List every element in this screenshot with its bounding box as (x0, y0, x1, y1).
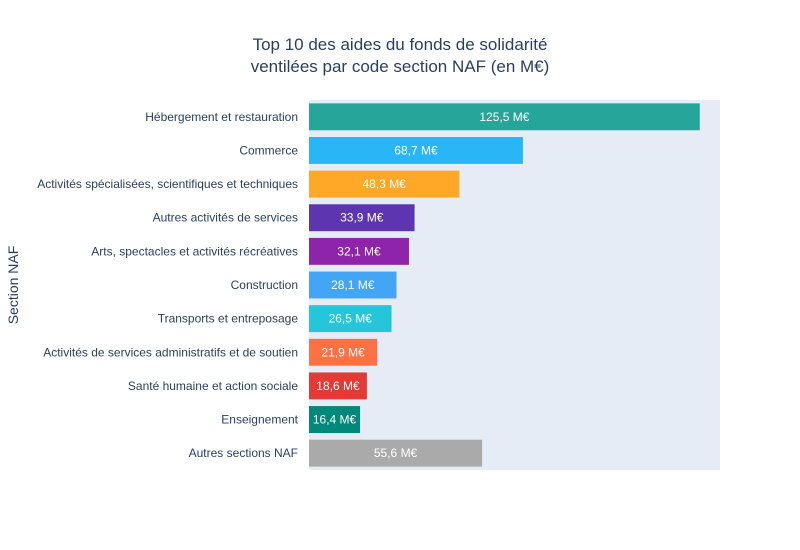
bar (309, 103, 700, 131)
bar (309, 204, 415, 232)
bar-value-label: 55,6 M€ (374, 446, 418, 460)
bar-value-label: 32,1 M€ (337, 244, 381, 258)
category-label: Activités spécialisées, scientifiques et… (37, 177, 298, 191)
category-label: Commerce (239, 143, 298, 157)
bars-group (309, 103, 700, 467)
bar-value-label: 48,3 M€ (363, 177, 407, 191)
category-label: Hébergement et restauration (145, 110, 298, 124)
bar (309, 271, 397, 299)
category-label: Arts, spectacles et activités récréative… (91, 244, 298, 258)
bar-value-label: 33,9 M€ (340, 211, 384, 225)
bar-value-labels: 125,5 M€ 68,7 M€ 48,3 M€ 33,9 M€ 32,1 M€ 28,1… (313, 110, 530, 460)
chart-title-line-1: Top 10 des aides du fonds de solidarité (252, 35, 548, 54)
category-label: Enseignement (221, 413, 298, 427)
chart-title-line-2: ventilées par code section NAF (en M€) (250, 57, 550, 76)
bar (309, 406, 361, 433)
bar (309, 305, 392, 333)
bar-value-label: 18,6 M€ (316, 379, 360, 393)
category-label: Construction (231, 278, 298, 292)
bar-value-label: 16,4 M€ (313, 413, 357, 427)
category-label: Santé humaine et action sociale (128, 379, 298, 393)
category-label: Autres activités de services (153, 211, 298, 225)
bar-value-label: 26,5 M€ (329, 312, 373, 326)
bar (309, 439, 483, 467)
bar (309, 137, 523, 164)
bar-value-label: 28,1 M€ (331, 278, 375, 292)
category-label: Autres sections NAF (189, 446, 298, 460)
bar-value-label: 21,9 M€ (321, 345, 365, 359)
y-axis-label: Section NAF (5, 246, 21, 325)
bar (309, 170, 460, 198)
bar (309, 372, 367, 400)
bar-value-label: 125,5 M€ (479, 110, 529, 124)
bar-value-label: 68,7 M€ (394, 143, 438, 157)
category-label: Activités de services administratifs et … (43, 345, 298, 359)
category-labels: Hébergement et restauration Commerce Activ… (37, 110, 298, 460)
bar (309, 338, 378, 366)
bar (309, 237, 409, 265)
category-label: Transports et entreposage (158, 312, 299, 326)
